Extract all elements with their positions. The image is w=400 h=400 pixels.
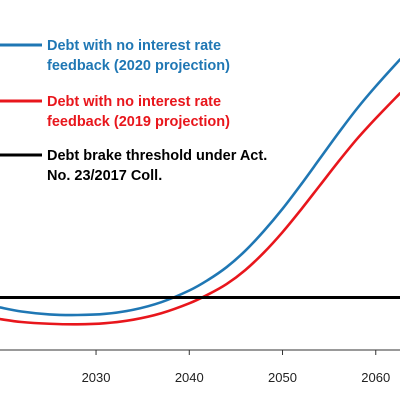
legend-label: Debt with no interest rate (47, 94, 221, 110)
legend-label: Debt with no interest rate (47, 38, 221, 54)
legend-label: No. 23/2017 Coll. (47, 168, 162, 184)
legend-label: feedback (2019 projection) (47, 114, 230, 130)
series-layer (0, 58, 400, 326)
legend-label: Debt brake threshold under Act. (47, 148, 267, 164)
legend-entry-2020-projection: Debt with no interest rate feedback (2020… (0, 38, 230, 74)
x-tick-label: 2060 (361, 370, 390, 385)
legend-label: feedback (2020 projection) (47, 58, 230, 74)
x-tick-label: 2030 (82, 370, 111, 385)
legend-entry-debt-brake-threshold: Debt brake threshold under Act. No. 23/20… (0, 148, 267, 184)
series-line-2019-projection (0, 92, 400, 326)
legend: Debt with no interest rate feedback (2020… (0, 38, 267, 184)
series-line-2020-projection (0, 58, 400, 317)
x-tick-label: 2050 (268, 370, 297, 385)
x-tick-label: 2040 (175, 370, 204, 385)
x-axis: 2030 2040 2050 2060 (0, 349, 400, 385)
legend-entry-2019-projection: Debt with no interest rate feedback (2019… (0, 94, 230, 130)
